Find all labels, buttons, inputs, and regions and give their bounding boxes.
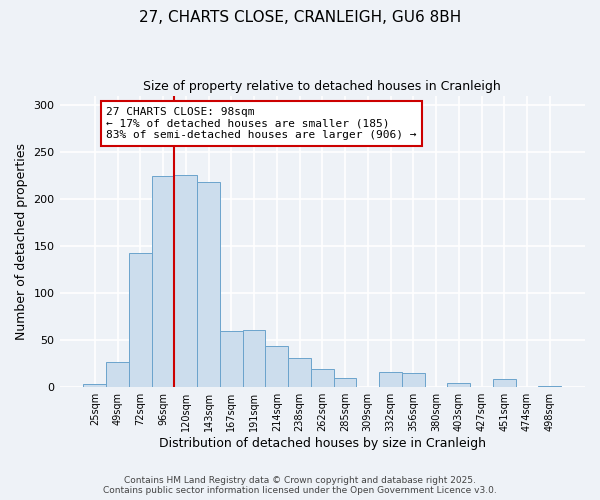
Title: Size of property relative to detached houses in Cranleigh: Size of property relative to detached ho… — [143, 80, 501, 93]
Text: Contains HM Land Registry data © Crown copyright and database right 2025.
Contai: Contains HM Land Registry data © Crown c… — [103, 476, 497, 495]
Bar — [242, 330, 265, 387]
Bar — [493, 378, 515, 387]
X-axis label: Distribution of detached houses by size in Cranleigh: Distribution of detached houses by size … — [159, 437, 486, 450]
Bar — [288, 358, 311, 387]
Text: 27, CHARTS CLOSE, CRANLEIGH, GU6 8BH: 27, CHARTS CLOSE, CRANLEIGH, GU6 8BH — [139, 10, 461, 25]
Bar — [106, 362, 129, 387]
Bar — [220, 331, 242, 387]
Bar — [197, 182, 220, 387]
Text: 27 CHARTS CLOSE: 98sqm
← 17% of detached houses are smaller (185)
83% of semi-de: 27 CHARTS CLOSE: 98sqm ← 17% of detached… — [106, 107, 416, 140]
Bar — [538, 386, 561, 387]
Bar — [129, 252, 152, 387]
Bar — [402, 373, 425, 387]
Bar — [448, 382, 470, 387]
Bar — [175, 174, 197, 387]
Bar — [311, 370, 334, 387]
Bar — [152, 176, 175, 387]
Bar — [379, 372, 402, 387]
Bar — [265, 346, 288, 387]
Y-axis label: Number of detached properties: Number of detached properties — [15, 143, 28, 340]
Bar — [83, 384, 106, 387]
Bar — [334, 378, 356, 387]
